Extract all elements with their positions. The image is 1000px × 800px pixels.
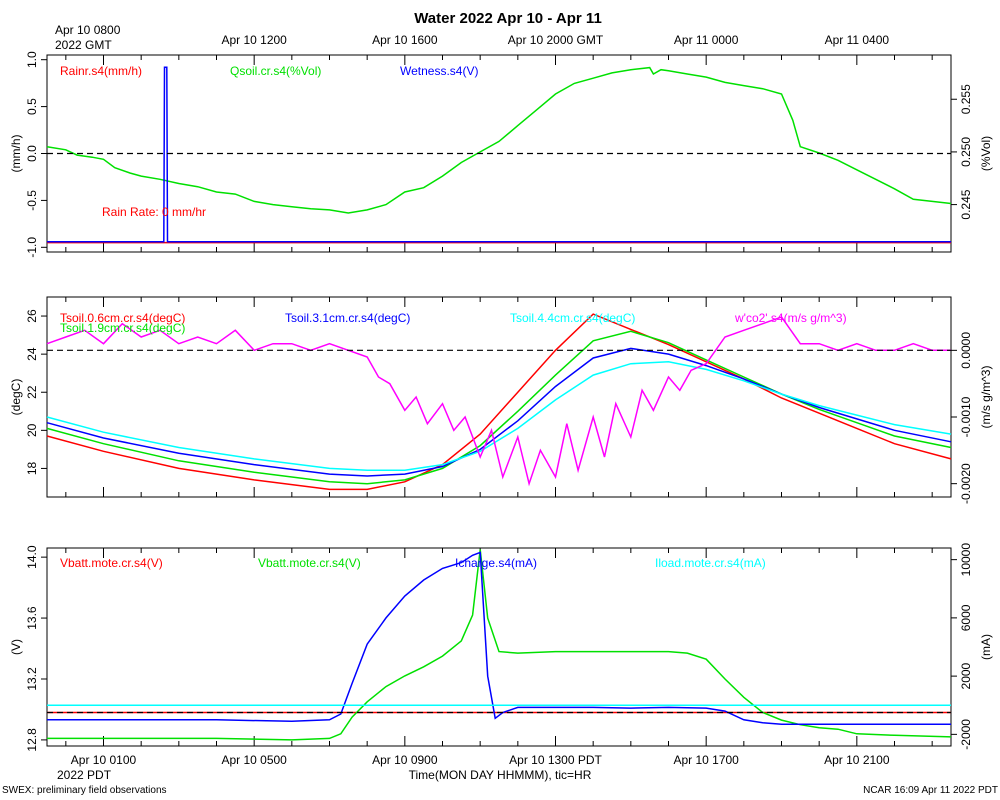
panel-battery: 12.8 13.2 13.6 14.0 -2000 2000 6000 10000 (V) (mA… [9, 543, 993, 752]
y-tick-label-left: 22 [25, 385, 39, 399]
footer-right-note: NCAR 16:09 Apr 11 2022 PDT [863, 785, 998, 796]
panel-soil-temp: 18 20 22 24 26 -0.0020 -0.0010 0.0000 (degC) (m/s… [9, 296, 993, 504]
panel-frame [46, 296, 952, 498]
legend-label: Tsoil.0.6cm.cr.s4(degC) [60, 311, 185, 325]
series-line-4 [46, 316, 951, 487]
y-tick-label-left: -0.5 [25, 190, 39, 211]
y-axis-label-right: (mA) [979, 634, 993, 660]
series-line-2 [47, 66, 951, 243]
y-tick-label-left: 12.8 [25, 728, 39, 752]
footer-left-note: SWEX: preliminary field observations [2, 785, 167, 796]
y-axis-label-right: (m/s g/m^3) [979, 366, 993, 429]
series-line-1 [46, 330, 952, 485]
y-tick-label-left: 1.0 [25, 51, 39, 68]
bottom-axis-label: Apr 10 1300 PDT [509, 753, 602, 767]
y-tick-label-left: 24 [25, 347, 39, 361]
legend-label: Tsoil.1.9cm.cr.s4(degC) [60, 321, 185, 335]
bottom-axis-label: Apr 10 1700 [673, 753, 739, 767]
y-tick-label-left: 13.6 [25, 606, 39, 630]
panel-frame [46, 547, 952, 747]
top-axis-year-label: 2022 GMT [55, 38, 112, 52]
y-tick-label-right: 2000 [959, 662, 973, 689]
bottom-time-axis: Apr 10 0100 Apr 10 0500 Apr 10 0900 Apr 10 … [71, 753, 890, 767]
y-tick-label-left: 0.0 [25, 145, 39, 162]
y-tick-label-left: 26 [25, 309, 39, 323]
y-tick-label-right: 6000 [959, 604, 973, 631]
y-tick-label-right: -2000 [959, 719, 973, 750]
y-tick-label-right: -0.0020 [959, 463, 973, 504]
series-line-1 [47, 549, 952, 741]
figure-title: Water 2022 Apr 10 - Apr 11 [414, 10, 602, 27]
bottom-axis-label: Apr 10 0500 [221, 753, 287, 767]
legend-label: Iload.mote.cr.s4(mA) [655, 556, 766, 570]
bottom-axis-year-label: 2022 PDT [57, 768, 112, 782]
y-tick-label-left: 0.5 [25, 98, 39, 115]
y-tick-label-right: 0.0000 [959, 332, 973, 369]
y-tick-label-right: 0.250 [959, 137, 973, 167]
top-axis-first-label: Apr 10 0800 [55, 23, 121, 37]
y-tick-label-left: 18 [25, 461, 39, 475]
top-axis-label: Apr 10 1600 [372, 33, 438, 47]
legend-label: Qsoil.cr.s4(%Vol) [230, 64, 321, 78]
y-axis-label-right: (%Vol) [979, 136, 993, 171]
x-axis-label: Time(MON DAY HHMMM), tic=HR [409, 768, 592, 782]
top-axis-label: Apr 11 0400 [825, 33, 890, 47]
y-tick-label-right: 0.245 [959, 189, 973, 219]
legend-label: Vbatt.mote.cr.s4(V) [60, 556, 163, 570]
series-line-2 [46, 347, 952, 477]
series-line-3 [46, 361, 952, 472]
y-tick-label-left: -1.0 [25, 237, 39, 258]
y-tick-label-right: 10000 [959, 543, 973, 577]
legend-label: Icharge.s4(mA) [455, 556, 537, 570]
legend-label: w'co2'.s4(m/s g/m^3) [734, 311, 847, 325]
y-axis-label-left: (V) [9, 639, 23, 655]
legend-label: Tsoil.3.1cm.cr.s4(degC) [285, 311, 410, 325]
y-axis-label-left: (degC) [9, 379, 23, 416]
y-tick-label-right: 0.255 [959, 84, 973, 114]
rain-rate-annotation: Rain Rate: 0 mm/hr [102, 205, 206, 219]
bottom-axis-label: Apr 10 2100 [824, 753, 890, 767]
y-tick-label-left: 13.2 [25, 667, 39, 691]
top-time-axis: Apr 10 1200 Apr 10 1600 Apr 10 2000 GMT Apr… [221, 33, 889, 47]
y-tick-label-left: 14.0 [25, 545, 39, 569]
top-axis-label: Apr 10 2000 GMT [508, 33, 604, 47]
y-tick-label-right: -0.0010 [959, 396, 973, 437]
legend-label: Wetness.s4(V) [400, 64, 478, 78]
series-line-2 [47, 551, 951, 725]
y-axis-label-left: (mm/h) [9, 135, 23, 173]
top-axis-label: Apr 11 0000 [674, 33, 739, 47]
legend-label: Rainr.s4(mm/h) [60, 64, 142, 78]
top-axis-label: Apr 10 1200 [221, 33, 287, 47]
legend-label: Vbatt.mote.cr.s4(V) [258, 556, 361, 570]
bottom-axis-label: Apr 10 0900 [372, 753, 438, 767]
y-tick-label-left: 20 [25, 423, 39, 437]
series-line-0 [46, 313, 952, 491]
panel-precip: -1.0 -0.5 0.0 0.5 1.0 0.245 0.250 0.255 (mm/h) (%… [9, 51, 993, 258]
series-line-1 [46, 66, 952, 214]
legend-label: Tsoil.4.4cm.cr.s4(degC) [510, 311, 635, 325]
bottom-axis-label: Apr 10 0100 [71, 753, 137, 767]
